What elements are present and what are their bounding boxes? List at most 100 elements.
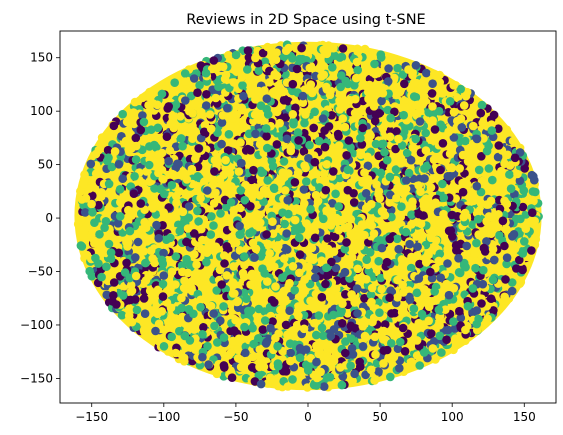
scatter-point [360,331,370,341]
scatter-point [344,136,354,145]
scatter-point [352,57,362,67]
scatter-point [371,110,381,120]
scatter-point [345,95,355,105]
scatter-point [234,334,244,344]
scatter-point [361,370,370,380]
scatter-point [360,168,369,177]
scatter-point [85,266,94,276]
scatter-point [364,129,374,138]
scatter-point [131,295,140,304]
scatter-point [370,332,380,342]
scatter-point [288,375,297,384]
scatter-point [444,127,453,137]
scatter-point [176,134,186,143]
scatter-point [234,60,244,69]
scatter-point [262,94,272,103]
scatter-point [289,119,298,129]
scatter-point [198,235,207,245]
scatter-point [377,284,387,294]
scatter-point [88,228,98,237]
scatter-point [189,309,198,319]
scatter-point [408,197,417,206]
scatter-point [149,140,159,150]
scatter-point [426,267,435,277]
scatter-point [159,208,168,217]
scatter-point [169,170,178,179]
scatter-point [350,108,360,118]
scatter-point [461,325,470,335]
scatter-point [254,304,264,314]
scatter-point [476,198,486,208]
scatter-point [406,84,416,94]
scatter-point [431,355,440,364]
scatter-point [229,326,239,335]
x-tick-label: 0 [304,410,312,424]
scatter-point [531,234,541,244]
scatter-point [312,357,321,367]
scatter-point [222,271,231,280]
scatter-point [116,197,125,207]
scatter-point [369,313,379,323]
scatter-point [396,337,405,347]
scatter-point [494,124,503,133]
scatter-point [502,225,511,234]
y-tick-label: 50 [38,158,53,172]
scatter-point [237,158,246,168]
scatter-point [415,361,425,370]
scatter-point [263,110,273,119]
scatter-point [185,336,195,345]
scatter-point [256,101,266,110]
scatter-point [183,124,193,133]
scatter-point [204,360,213,369]
scatter-point [351,239,361,248]
scatter-point [255,345,265,354]
scatter-point [442,335,451,345]
scatter-point [372,180,381,189]
scatter-point [295,250,305,259]
scatter-point [412,232,421,241]
scatter-point [367,283,377,293]
scatter-point [237,73,246,82]
scatter-point [89,236,99,245]
scatter-point [344,204,354,214]
scatter-point [157,89,167,99]
scatter-point [477,299,486,308]
scatter-point [397,141,407,150]
scatter-point [311,273,320,283]
scatter-point [329,356,339,366]
scatter-point [198,330,207,339]
scatter-point [419,211,428,220]
scatter-point [159,342,169,351]
scatter-point [219,302,228,311]
scatter-point [339,97,348,106]
scatter-point [402,148,412,158]
x-axis: −150 −100 −50 0 50 100 150 [75,403,536,424]
scatter-point [268,162,278,171]
scatter-point [171,100,181,110]
scatter-point [188,109,197,118]
scatter-point [397,308,407,317]
scatter-point [187,164,197,174]
scatter-point [281,296,290,306]
scatter-point [346,361,355,371]
scatter-point [275,118,285,128]
scatter-point [518,249,528,258]
scatter-point [426,183,436,192]
scatter-point [85,184,94,193]
scatter-point [420,92,429,102]
scatter-point [421,258,431,267]
scatter-point [449,317,458,326]
scatter-point [469,121,478,131]
scatter-point [203,186,212,195]
scatter-point [411,100,421,110]
scatter-point [407,252,416,262]
scatter-point [317,292,327,302]
scatter-point [291,224,301,233]
scatter-point [459,101,469,110]
scatter-point [515,176,525,185]
scatter-point [347,253,357,262]
scatter-point [268,317,277,326]
scatter-point [244,129,254,139]
scatter-point [282,229,292,238]
scatter-point [435,331,445,341]
